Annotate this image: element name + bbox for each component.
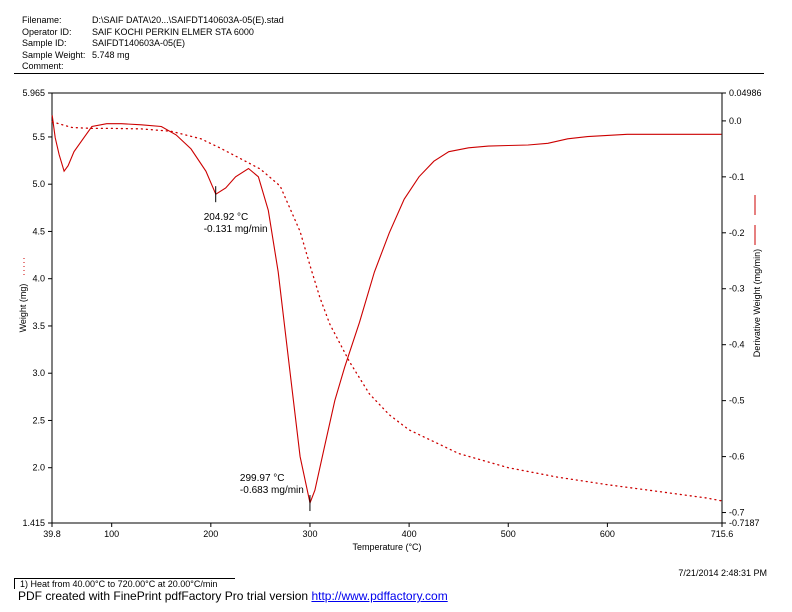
y-left-tick-label: 2.0: [32, 463, 45, 473]
timestamp: 7/21/2014 2:48:31 PM: [678, 568, 767, 578]
x-tick-label: 200: [203, 529, 218, 539]
x-axis-ticks: 39.8 100 200 300 400 500 600 715.6: [43, 523, 733, 539]
y-left-tick-label: 2.5: [32, 415, 45, 425]
tga-chart: 39.8 100 200 300 400 500 600 715.6 5.965 5.5 5.0 4…: [18, 88, 762, 552]
y-right-tick-label: -0.5: [729, 396, 745, 406]
pdffactory-link[interactable]: http://www.pdffactory.com: [311, 589, 448, 603]
header-row-weight: Sample Weight: 5.748 mg: [22, 49, 130, 60]
chart-axes: [51, 92, 723, 524]
annotation-rate: -0.683 mg/min: [240, 485, 304, 496]
header-row-sample-id: Sample ID: SAIFDT140603A-05(E): [22, 38, 186, 48]
y-right-tick-label: 0.04986: [729, 88, 762, 98]
y-left-tick-label: 4.5: [32, 226, 45, 236]
operator-value: SAIF KOCHI PERKIN ELMER STA 6000: [92, 26, 254, 37]
header-row-comment: Comment:: [22, 61, 64, 71]
annotation-rate: -0.131 mg/min: [204, 224, 268, 235]
x-tick-label: 39.8: [43, 529, 61, 539]
sample-weight-value: 5.748 mg: [92, 49, 130, 60]
x-tick-label: 715.6: [711, 529, 734, 539]
sample-id-value: SAIFDT140603A-05(E): [92, 38, 186, 48]
header-row-operator: Operator ID: SAIF KOCHI PERKIN ELMER STA …: [22, 26, 254, 37]
annotation-temperature: 299.97 °C: [240, 473, 285, 484]
y-right-tick-label: -0.1: [729, 172, 745, 182]
y-right-axis-label: Derivative Weight (mg/min): [752, 249, 762, 357]
x-tick-label: 400: [402, 529, 417, 539]
annotation-temperature: 204.92 °C: [204, 212, 249, 223]
x-tick-label: 100: [104, 529, 119, 539]
pdf-footer: PDF created with FinePrint pdfFactory Pr…: [18, 589, 448, 603]
header-row-filename: Filename: D:\SAIF DATA\20...\SAIFDT140603…: [22, 15, 284, 25]
y-right-tick-label: 0.0: [729, 116, 742, 126]
y-right-tick-label: -0.3: [729, 284, 745, 294]
legend-marks: [23, 195, 756, 278]
filename-value: D:\SAIF DATA\20...\SAIFDT140603A-05(E).s…: [92, 15, 284, 25]
y-right-tick-label: -0.7: [729, 508, 745, 518]
y-left-axis-label: Weight (mg): [18, 284, 28, 333]
chart-series: [51, 115, 723, 505]
x-tick-label: 600: [600, 529, 615, 539]
chart-annotations: 204.92 °C-0.131 mg/min 299.97 °C-0.683 mg…: [204, 186, 311, 512]
method-box: [14, 578, 235, 589]
pdf-text: PDF created with FinePrint pdfFactory Pr…: [18, 589, 312, 603]
x-axis-label: Temperature (°C): [352, 542, 421, 552]
y-right-tick-label: -0.7187: [729, 518, 760, 528]
method-note: 1) Heat from 40.00°C to 720.00°C at 20.0…: [20, 579, 218, 589]
y-left-tick-label: 3.0: [32, 368, 45, 378]
y-left-tick-label: 5.0: [32, 179, 45, 189]
y-left-axis-ticks: 5.965 5.5 5.0 4.5 4.0 3.5 3.0 2.5 2.0 1.415: [22, 88, 52, 528]
header-divider: [14, 73, 764, 74]
y-left-tick-label: 3.5: [32, 321, 45, 331]
y-right-axis-ticks: 0.04986 0.0 -0.1 -0.2 -0.3 -0.4 -0.5 -0.6 -0.7-0…: [722, 88, 762, 528]
header-info: Filename: D:\SAIF DATA\20...\SAIFDT140603…: [22, 15, 284, 73]
y-left-tick-label: 1.415: [22, 518, 45, 528]
x-tick-label: 500: [501, 529, 516, 539]
y-right-tick-label: -0.6: [729, 452, 745, 462]
y-left-tick-label: 4.0: [32, 274, 45, 284]
x-tick-label: 300: [302, 529, 317, 539]
derivative-curve: [51, 115, 722, 505]
y-right-tick-label: -0.2: [729, 228, 745, 238]
y-left-tick-label: 5.965: [22, 88, 45, 98]
plot-frame: [51, 92, 723, 524]
y-right-tick-label: -0.4: [729, 340, 745, 350]
y-left-tick-label: 5.5: [32, 132, 45, 142]
weight-curve: [51, 121, 723, 502]
